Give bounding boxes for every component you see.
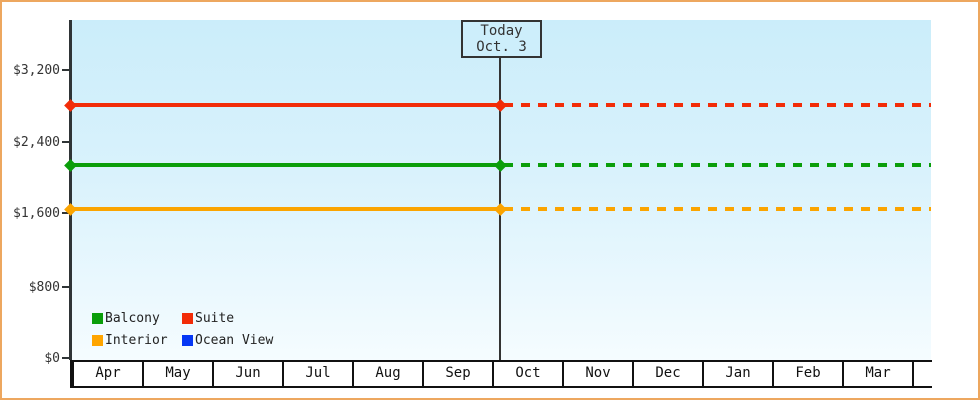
y-axis-label: $3,200 (13, 63, 60, 78)
today-label: Today (480, 23, 523, 39)
y-axis-label: $1,600 (13, 206, 60, 221)
today-label-box: Today Oct. 3 (461, 20, 542, 58)
interior-line-dashed (504, 207, 931, 211)
legend-swatch-balcony-icon (92, 313, 103, 324)
y-axis (69, 20, 72, 360)
legend-item-interior[interactable]: Interior (92, 333, 182, 348)
today-date: Oct. 3 (476, 39, 527, 55)
plot-area (72, 20, 931, 360)
month-cell-aug[interactable]: Aug (354, 362, 424, 386)
suite-line-dashed (504, 103, 931, 107)
month-cell-empty (914, 362, 932, 386)
month-cell-oct[interactable]: Oct (494, 362, 564, 386)
legend-item-ocean-view[interactable]: Ocean View (182, 333, 273, 348)
legend-label: Ocean View (195, 333, 274, 348)
y-tick (62, 286, 70, 288)
month-cell-jul[interactable]: Jul (284, 362, 354, 386)
legend-label: Interior (105, 333, 168, 348)
y-tick (62, 69, 70, 71)
y-tick (62, 141, 70, 143)
month-cell-apr[interactable]: Apr (74, 362, 144, 386)
y-axis-label: $2,400 (13, 135, 60, 150)
balcony-line-solid (70, 163, 500, 167)
legend-item-suite[interactable]: Suite (182, 311, 273, 326)
month-cell-dec[interactable]: Dec (634, 362, 704, 386)
month-axis-stub (72, 362, 74, 386)
y-axis-label: $800 (28, 280, 60, 295)
suite-line-solid (70, 103, 500, 107)
interior-line-solid (70, 207, 500, 211)
month-cell-feb[interactable]: Feb (774, 362, 844, 386)
balcony-line-dashed (504, 163, 931, 167)
month-cell-jun[interactable]: Jun (214, 362, 284, 386)
month-cell-jan[interactable]: Jan (704, 362, 774, 386)
legend-item-balcony[interactable]: Balcony (92, 311, 182, 326)
legend-swatch-suite-icon (182, 313, 193, 324)
y-tick (62, 357, 70, 359)
legend-swatch-ocean-view-icon (182, 335, 193, 346)
y-tick (62, 212, 70, 214)
legend-label: Balcony (105, 311, 160, 326)
legend: Balcony Suite Interior Ocean View (92, 311, 273, 348)
legend-label: Suite (195, 311, 235, 326)
month-cell-mar[interactable]: Mar (844, 362, 914, 386)
y-axis-label: $0 (44, 351, 60, 366)
legend-swatch-interior-icon (92, 335, 103, 346)
month-axis: Apr May Jun Jul Aug Sep Oct Nov Dec Jan … (70, 360, 932, 388)
month-cell-nov[interactable]: Nov (564, 362, 634, 386)
month-cell-may[interactable]: May (144, 362, 214, 386)
month-cell-sep[interactable]: Sep (424, 362, 494, 386)
